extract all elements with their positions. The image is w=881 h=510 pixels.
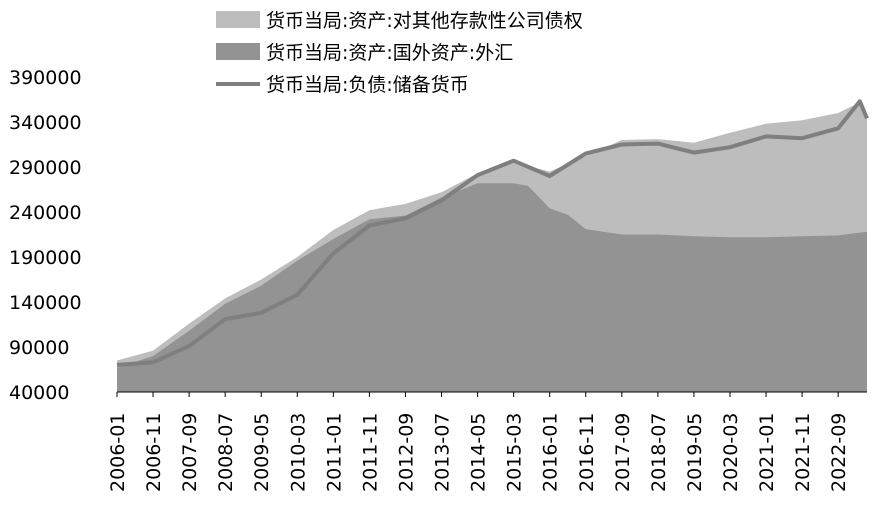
x-tick-label: 2008-07 — [215, 413, 237, 492]
x-tick-label: 2014-05 — [468, 413, 490, 492]
y-tick-label: 340000 — [9, 112, 82, 134]
x-tick-label: 2018-07 — [648, 413, 670, 492]
y-tick-label: 240000 — [9, 202, 82, 224]
x-tick-label: 2019-05 — [684, 413, 706, 492]
y-tick-label: 290000 — [9, 157, 82, 179]
x-tick-label: 2021-11 — [792, 413, 814, 492]
y-tick-label: 190000 — [9, 247, 82, 269]
legend-label: 货币当局:资产:国外资产:外汇 — [266, 42, 513, 64]
area-series-1 — [117, 183, 867, 392]
x-tick-label: 2016-01 — [540, 413, 562, 492]
legend-swatch — [216, 11, 260, 28]
x-tick-label: 2007-09 — [179, 413, 201, 492]
y-tick-label: 40000 — [9, 382, 69, 404]
axes: 390000 340000 290000 240000 190000 140000 9000… — [9, 67, 867, 492]
legend-swatch — [216, 43, 260, 60]
x-tick-label: 2011-01 — [323, 413, 345, 492]
plot-lines — [116, 99, 869, 367]
legend: 货币当局:资产:对其他存款性公司债权货币当局:资产:国外资产:外汇货币当局:负债… — [216, 10, 583, 96]
y-tick-label: 390000 — [9, 67, 82, 89]
x-tick-label: 2013-07 — [432, 413, 454, 492]
x-tick-label: 2015-03 — [504, 413, 526, 492]
legend-label: 货币当局:资产:对其他存款性公司债权 — [266, 10, 583, 32]
x-tick-label: 2012-09 — [395, 413, 417, 492]
x-tick-label: 2020-03 — [720, 413, 742, 492]
x-tick-label: 2006-01 — [107, 413, 129, 492]
legend-label: 货币当局:负债:储备货币 — [266, 74, 469, 96]
x-tick-label: 2006-11 — [143, 413, 165, 492]
x-tick-label: 2010-03 — [287, 413, 309, 492]
x-tick-label: 2009-05 — [251, 413, 273, 492]
y-tick-label: 90000 — [9, 337, 69, 359]
plot-areas — [117, 102, 867, 392]
x-tick-label: 2016-11 — [576, 413, 598, 492]
y-tick-label: 140000 — [9, 292, 82, 314]
line-series-2 — [116, 99, 869, 367]
x-tick-label: 2011-11 — [359, 413, 381, 492]
x-tick-label: 2021-01 — [756, 413, 778, 492]
x-tick-label: 2017-09 — [612, 413, 634, 492]
x-tick-label: 2022-09 — [828, 413, 850, 492]
